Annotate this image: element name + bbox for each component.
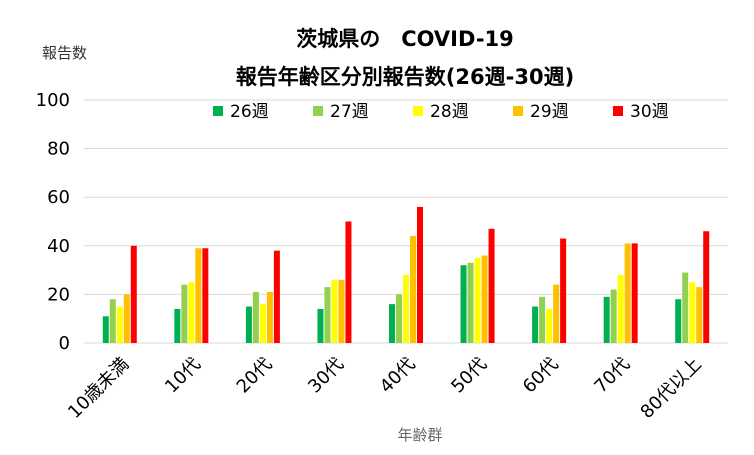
y-tick-label: 100 [36,90,70,111]
bar-27週-40代 [396,294,402,343]
x-axis-label: 年齢群 [397,426,442,444]
bar-26週-50代 [460,265,467,343]
y-tick-label: 20 [47,284,70,305]
y-tick-label: 40 [47,236,70,257]
bar-28週-10代 [188,282,195,343]
bar-28週-30代 [331,279,338,343]
bar-29週-30代 [338,279,345,343]
bar-29週-70代 [624,243,631,343]
bar-27週-60代 [539,296,546,343]
legend-swatch-29週 [513,106,523,116]
legend-label-30週: 30週 [630,102,669,122]
x-tick-label: 10歳未満 [64,354,133,423]
bar-28週-70代 [617,274,624,343]
bar-29週-50代 [481,255,488,343]
bar-26週-30代 [317,308,324,343]
legend-label-27週: 27週 [330,102,369,122]
legend-swatch-30週 [613,106,623,116]
bar-30週-10代 [202,248,209,343]
bar-26週-80代以上 [675,299,682,343]
bar-27週-80代以上 [682,272,689,343]
bar-28週-20代 [259,304,266,343]
bar-26週-70代 [603,296,610,343]
bar-28週-10歳未満 [116,306,123,343]
y-axis-ticks: 0 20 40 60 80 100 [36,90,70,354]
x-tick-label: 70代 [590,354,634,398]
legend-label-26週: 26週 [230,102,269,122]
bar-30週-70代 [631,243,638,343]
y-tick-label: 60 [47,187,70,208]
legend-label-29週: 29週 [530,102,569,122]
bar-29週-10歳未満 [123,294,130,343]
bar-26週-10代 [174,308,181,343]
bar-30週-60代 [560,238,567,343]
x-tick-label: 60代 [519,354,563,398]
y-tick-label: 0 [59,333,70,354]
x-tick-label: 30代 [304,354,348,398]
legend: 26週 27週 28週 29週 30週 [213,102,669,122]
legend-swatch-27週 [313,106,323,116]
bar-29週-40代 [410,236,416,343]
bar-30週-40代 [417,206,423,343]
bar-27週-10代 [181,284,188,343]
x-tick-label: 80代以上 [637,354,706,423]
bar-26週-40代 [389,304,395,343]
chart-title-line1: 茨城県の COVID-19 [296,27,514,51]
bar-26週-10歳未満 [102,316,109,343]
bar-29週-80代以上 [696,287,703,343]
bar-28週-50代 [474,257,481,343]
legend-swatch-28週 [413,106,423,116]
bar-26週-20代 [245,306,252,343]
x-tick-label: 10代 [161,354,205,398]
x-tick-label: 20代 [233,354,277,398]
bar-28週-80代以上 [689,282,696,343]
bar-27週-10歳未満 [109,299,116,343]
bar-30週-10歳未満 [130,245,137,343]
bar-29週-60代 [553,284,560,343]
bars [102,206,710,343]
legend-swatch-26週 [213,106,223,116]
bar-30週-80代以上 [703,231,710,343]
bar-27週-30代 [324,287,331,343]
bar-30週-30代 [345,221,352,343]
bar-27週-20代 [252,291,259,343]
legend-label-28週: 28週 [430,102,469,122]
bar-26週-60代 [532,306,539,343]
bar-30週-20代 [273,250,280,343]
bar-28週-60代 [546,308,553,343]
bar-27週-70代 [610,289,617,343]
y-axis-label: 報告数 [42,44,87,62]
y-tick-label: 80 [47,139,70,160]
x-tick-label: 40代 [376,354,420,398]
bar-30週-50代 [488,228,495,343]
bar-27週-50代 [467,262,474,343]
x-axis-ticks: 10歳未満 10代 20代 30代 40代 50代 60代 70代 80代以上 [64,354,706,423]
chart-title-line2: 報告年齢区分別報告数(26週-30週) [236,65,574,89]
bar-28週-40代 [403,274,409,343]
bar-29週-10代 [195,248,202,343]
x-tick-label: 50代 [447,354,491,398]
bar-29週-20代 [266,291,273,343]
